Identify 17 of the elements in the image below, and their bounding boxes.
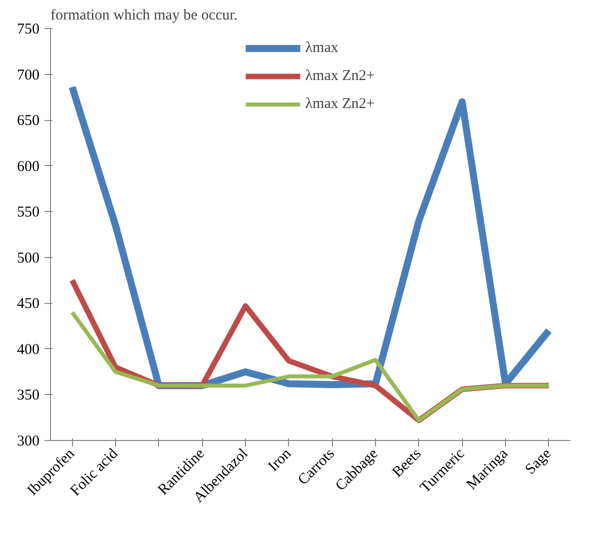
y-tick-label: 600: [17, 158, 40, 175]
text: formation which may be occur.: [50, 8, 238, 24]
y-tick-label: 300: [17, 434, 40, 450]
y-tick-label: 550: [17, 204, 40, 221]
y-tick-label: 400: [17, 342, 40, 358]
y-tick-label: 350: [17, 388, 40, 404]
y-tick-label: 700: [17, 67, 40, 84]
line-series: [70, 310, 551, 422]
y-tick-label: 650: [17, 113, 40, 130]
legend-label: λmax: [305, 40, 338, 56]
legend-label: λmax Zn2+: [305, 96, 375, 112]
x-tick-label: Sage: [522, 446, 555, 478]
y-tick-label: 750: [17, 22, 40, 38]
y-tick-label: 500: [17, 250, 40, 266]
x-tick-label: Iron: [266, 445, 295, 475]
legend-label: λmax Zn2+: [305, 68, 375, 84]
y-tick-label: 450: [17, 296, 40, 312]
